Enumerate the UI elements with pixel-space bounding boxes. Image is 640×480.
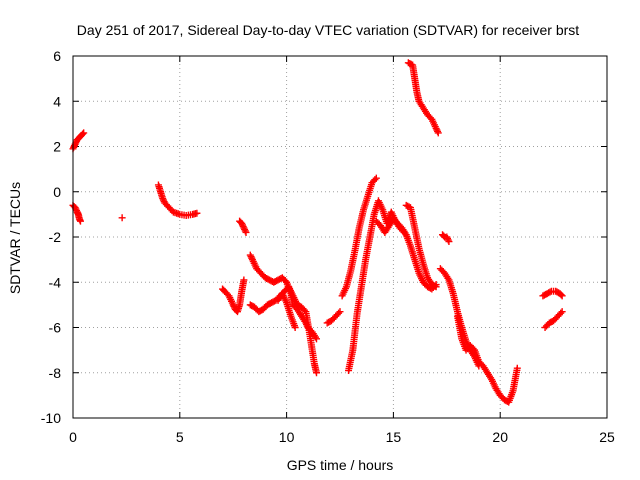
series-seg-s	[539, 287, 566, 300]
y-tick-label: 2	[53, 139, 61, 155]
data-point	[193, 209, 201, 217]
data-point	[513, 364, 521, 372]
data-point	[76, 217, 84, 225]
axis-ticks: 0 5 10 15 20 25 -10 -8 -6 -4 -2 0 2 4 6	[41, 48, 615, 445]
x-tick-label: 15	[386, 429, 402, 445]
series-seg-p	[439, 231, 453, 246]
data-point	[371, 176, 379, 184]
data-point	[432, 283, 440, 291]
data-point	[79, 130, 87, 138]
data-point	[241, 227, 249, 235]
y-tick-label: 4	[53, 93, 61, 109]
grid	[73, 56, 607, 418]
data-point	[242, 228, 250, 236]
data-point	[434, 129, 442, 137]
series-seg-d	[154, 181, 201, 220]
data-point	[80, 129, 88, 137]
series-seg-m	[372, 215, 440, 293]
data-point	[558, 292, 566, 300]
data-point	[118, 214, 126, 222]
data-point	[444, 236, 452, 244]
data-point	[440, 232, 448, 240]
data-point	[372, 174, 380, 182]
data-point	[336, 308, 344, 316]
series-seg-e	[219, 276, 248, 316]
x-tick-label: 5	[176, 429, 184, 445]
data-point	[431, 282, 439, 290]
y-tick-label: -8	[49, 365, 62, 381]
x-axis-label: GPS time / hours	[287, 457, 394, 473]
series-seg-f	[236, 217, 250, 236]
series-seg-b	[69, 201, 84, 225]
y-tick-label: -4	[49, 274, 62, 290]
data-point	[546, 288, 554, 296]
series-seg-t	[541, 308, 566, 331]
series-seg-r	[453, 312, 521, 406]
data-point	[557, 309, 565, 317]
data-points	[69, 59, 566, 406]
x-tick-label: 20	[492, 429, 508, 445]
data-point	[313, 369, 321, 377]
series-seg-c	[118, 214, 126, 222]
x-tick-label: 0	[69, 429, 77, 445]
data-point	[291, 324, 299, 331]
y-tick-label: -6	[49, 320, 62, 336]
data-point	[558, 308, 566, 316]
series-seg-i	[274, 290, 299, 331]
data-point	[445, 238, 453, 246]
data-point	[248, 254, 256, 262]
data-point	[240, 276, 248, 284]
x-tick-label: 25	[599, 429, 615, 445]
y-axis-label: SDTVAR / TECUs	[7, 182, 23, 294]
data-point	[434, 127, 442, 135]
y-tick-label: -2	[49, 229, 62, 245]
chart-title: Day 251 of 2017, Sidereal Day-to-day VTE…	[77, 22, 579, 38]
series-seg-k	[338, 174, 380, 300]
data-point	[557, 291, 565, 299]
series-seg-n	[402, 201, 440, 291]
plot-frame	[72, 55, 608, 419]
series-seg-a	[69, 129, 88, 153]
data-point	[335, 309, 343, 317]
x-tick-label: 10	[279, 429, 295, 445]
series-seg-j	[323, 308, 344, 327]
series-seg-h	[246, 283, 321, 377]
y-tick-label: 6	[53, 48, 61, 64]
y-tick-label: 0	[53, 184, 61, 200]
y-tick-label: -10	[41, 410, 61, 426]
series-seg-o	[404, 59, 442, 137]
data-point	[300, 306, 308, 314]
data-point	[313, 335, 321, 343]
